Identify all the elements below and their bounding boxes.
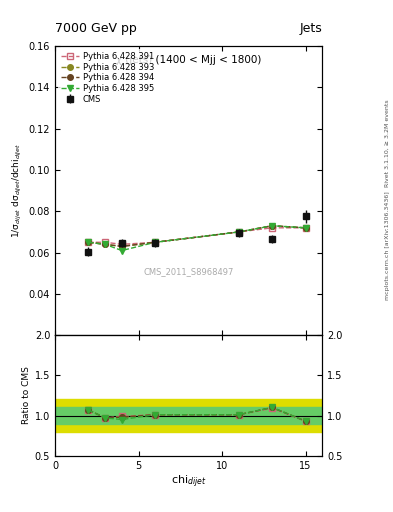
Pythia 6.428 395: [270, 223, 274, 229]
Pythia 6.428 395: [303, 225, 308, 231]
Pythia 6.428 391: [86, 239, 91, 245]
Line: Pythia 6.428 391: Pythia 6.428 391: [86, 225, 309, 247]
Pythia 6.428 391: [153, 239, 158, 245]
Pythia 6.428 391: [303, 225, 308, 231]
X-axis label: chi$_{dijet}$: chi$_{dijet}$: [171, 473, 206, 489]
Pythia 6.428 395: [86, 239, 91, 245]
Pythia 6.428 395: [103, 241, 108, 247]
Text: χ (jets) (1400 < Mjj < 1800): χ (jets) (1400 < Mjj < 1800): [116, 55, 261, 65]
Pythia 6.428 394: [270, 223, 274, 229]
Text: CMS_2011_S8968497: CMS_2011_S8968497: [143, 267, 234, 276]
Bar: [55, 399, 322, 432]
Pythia 6.428 393: [237, 229, 241, 235]
Pythia 6.428 393: [119, 243, 124, 249]
Pythia 6.428 395: [153, 239, 158, 245]
Text: mcplots.cern.ch [arXiv:1306.3436]: mcplots.cern.ch [arXiv:1306.3436]: [385, 191, 389, 300]
Pythia 6.428 394: [153, 239, 158, 245]
Pythia 6.428 393: [103, 241, 108, 247]
Pythia 6.428 395: [237, 229, 241, 235]
Pythia 6.428 393: [86, 239, 91, 245]
Pythia 6.428 393: [153, 239, 158, 245]
Pythia 6.428 394: [86, 239, 91, 245]
Y-axis label: Ratio to CMS: Ratio to CMS: [22, 367, 31, 424]
Pythia 6.428 395: [119, 247, 124, 253]
Pythia 6.428 394: [237, 229, 241, 235]
Pythia 6.428 391: [103, 239, 108, 245]
Pythia 6.428 391: [270, 225, 274, 231]
Pythia 6.428 391: [119, 241, 124, 247]
Line: Pythia 6.428 395: Pythia 6.428 395: [86, 223, 309, 253]
Pythia 6.428 394: [303, 225, 308, 231]
Bar: [55, 408, 322, 423]
Pythia 6.428 391: [237, 229, 241, 235]
Text: Rivet 3.1.10, ≥ 3.2M events: Rivet 3.1.10, ≥ 3.2M events: [385, 99, 389, 187]
Pythia 6.428 394: [119, 243, 124, 249]
Text: Jets: Jets: [299, 22, 322, 35]
Line: Pythia 6.428 393: Pythia 6.428 393: [86, 223, 309, 249]
Legend: Pythia 6.428 391, Pythia 6.428 393, Pythia 6.428 394, Pythia 6.428 395, CMS: Pythia 6.428 391, Pythia 6.428 393, Pyth…: [58, 50, 156, 106]
Text: 7000 GeV pp: 7000 GeV pp: [55, 22, 137, 35]
Y-axis label: 1/σ$_{dijet}$ dσ$_{dijet}$/dchi$_{dijet}$: 1/σ$_{dijet}$ dσ$_{dijet}$/dchi$_{dijet}…: [11, 143, 24, 238]
Pythia 6.428 394: [103, 241, 108, 247]
Pythia 6.428 393: [303, 225, 308, 231]
Pythia 6.428 393: [270, 223, 274, 229]
Line: Pythia 6.428 394: Pythia 6.428 394: [86, 223, 309, 249]
